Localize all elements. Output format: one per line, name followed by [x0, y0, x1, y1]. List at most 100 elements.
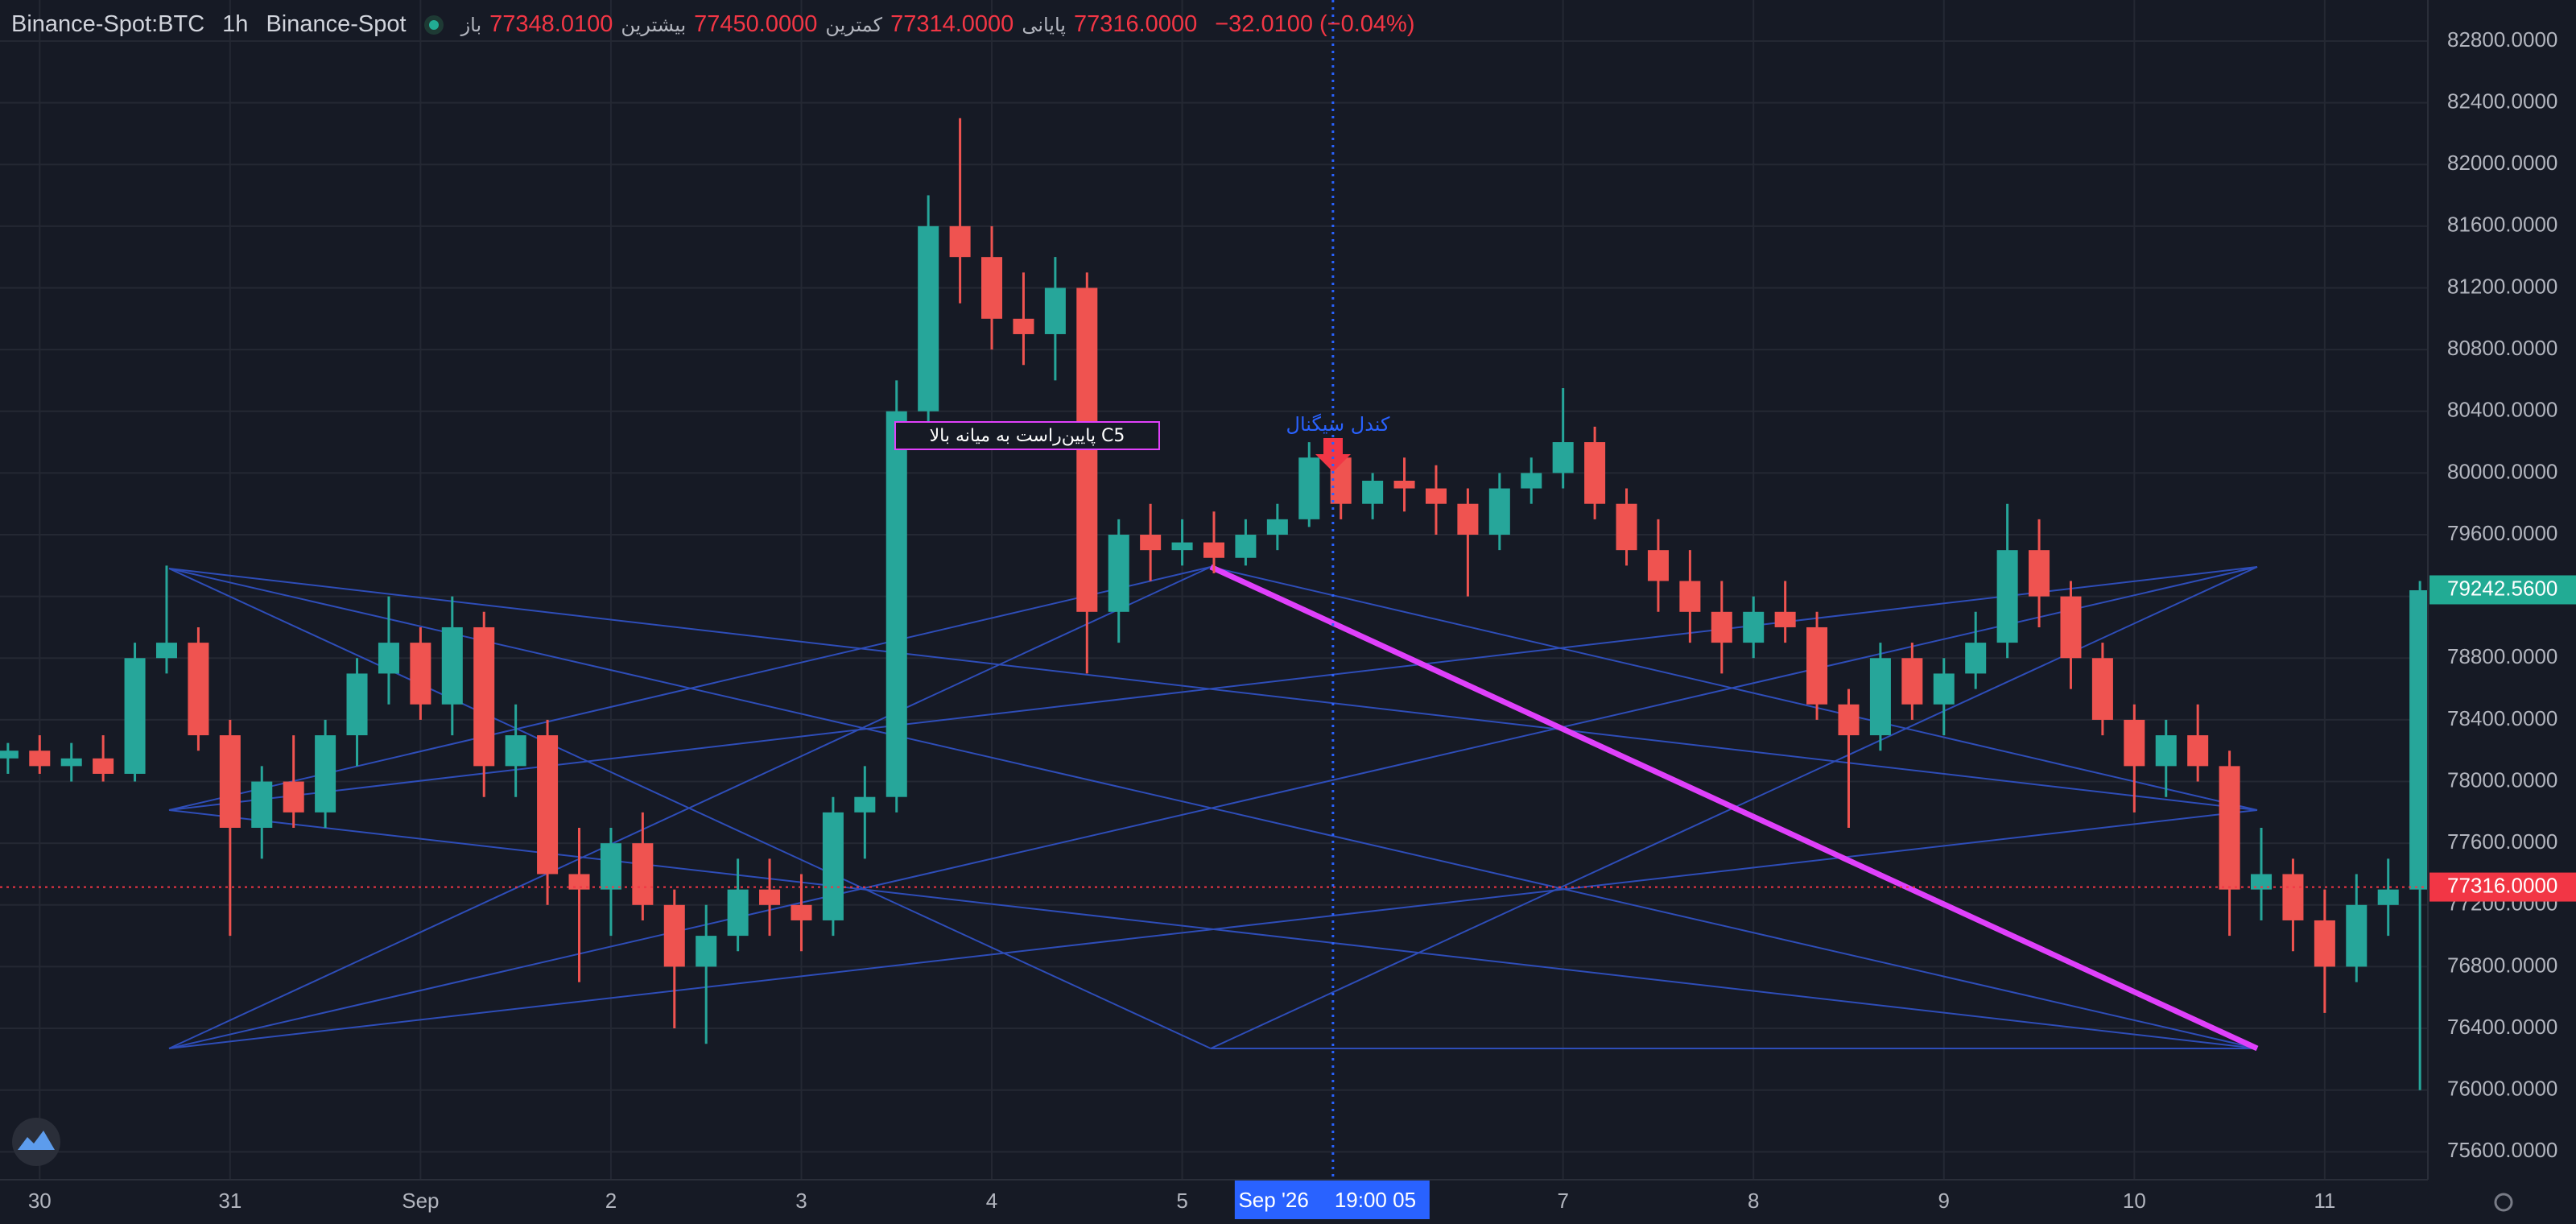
candle-body — [791, 904, 812, 920]
price-label-bg — [2429, 872, 2576, 902]
y-tick-label: 80800.0000 — [2447, 336, 2557, 360]
status-dot — [423, 14, 444, 35]
candle-body — [1235, 535, 1257, 558]
candle-body — [2219, 766, 2240, 890]
candle-body — [1965, 643, 1987, 674]
ohlc-label: بیشترین — [621, 13, 687, 36]
candle-body — [1647, 550, 1669, 581]
y-tick-label: 78800.0000 — [2447, 644, 2557, 668]
pattern-line — [168, 566, 2258, 1049]
y-tick-label: 79600.0000 — [2447, 521, 2557, 545]
y-tick-label: 78000.0000 — [2447, 767, 2557, 792]
candle-body — [2155, 735, 2177, 767]
candle-body — [949, 225, 971, 258]
candle-body — [663, 904, 685, 967]
trend-line — [1209, 564, 2259, 1052]
candle-body — [505, 735, 526, 767]
y-tick-label: 76400.0000 — [2447, 1015, 2557, 1039]
candle-body — [2124, 719, 2145, 767]
crosshair-date: Sep '26 — [1238, 1188, 1308, 1212]
candle-body — [2029, 550, 2050, 597]
candle-body — [1044, 287, 1066, 334]
candle-body — [188, 643, 209, 736]
y-tick-label: 82000.0000 — [2447, 151, 2557, 175]
candle-body — [29, 751, 51, 767]
candle-body — [2251, 874, 2273, 890]
x-tick-label: 9 — [1938, 1189, 1950, 1213]
ohlc-value: 77348.0100 — [489, 11, 613, 37]
candle-body — [2187, 735, 2209, 767]
symbol: Binance-Spot:BTC — [11, 11, 205, 37]
y-tick-label: 76000.0000 — [2447, 1077, 2557, 1101]
y-tick-label: 81600.0000 — [2447, 213, 2557, 237]
candle-body — [93, 758, 114, 774]
annotation-box — [894, 421, 1160, 450]
ohlc-label: کمترین — [825, 13, 883, 36]
candle-body — [1140, 535, 1162, 551]
candle-body — [2377, 889, 2399, 905]
candle-body — [60, 758, 82, 767]
overlay: پایین‌راست به میانه بالا C5 کندل سیگنال — [894, 413, 1391, 472]
candle-body — [1743, 611, 1765, 643]
header: Binance-Spot:BTC 1h Binance-Spot باز 7734… — [11, 11, 1415, 38]
x-tick-label: 7 — [1557, 1189, 1568, 1213]
x-tick-label: 8 — [1748, 1189, 1759, 1213]
y-tick-label: 80400.0000 — [2447, 398, 2557, 422]
candle-body — [2314, 920, 2335, 967]
y-tick-label: 80000.0000 — [2447, 459, 2557, 483]
candles — [0, 118, 2431, 1090]
candle-body — [2282, 874, 2304, 920]
pattern-line — [168, 566, 1212, 811]
settings-icon[interactable] — [2494, 1193, 2513, 1212]
candle-body — [283, 781, 304, 813]
candle-body — [1298, 457, 1320, 519]
ohlc-label: باز — [460, 13, 482, 36]
candle-body — [1996, 550, 2018, 643]
last-price-label: 79242.5600 — [2447, 576, 2557, 600]
candle-body — [568, 874, 590, 890]
last-price-bg — [2429, 575, 2576, 605]
ohlc-label: پایانی — [1022, 13, 1066, 36]
candle-body — [378, 643, 399, 674]
signal-label: کندل سیگنال — [1286, 413, 1391, 436]
candle-body — [315, 735, 336, 813]
candle-body — [696, 936, 717, 967]
drawings — [168, 564, 2259, 1052]
candle-body — [2060, 596, 2082, 659]
candle-body — [1838, 704, 1860, 736]
candle-body — [155, 643, 177, 659]
pattern-line — [168, 809, 2258, 1049]
signal-arrow — [1315, 438, 1351, 472]
crosshair-time: 19:00 05 — [1335, 1188, 1416, 1212]
candle-body — [1425, 488, 1447, 504]
candle-body — [1711, 611, 1732, 643]
candle-body — [727, 889, 749, 937]
change: −32.0100 (−0.04%) — [1215, 11, 1415, 37]
x-tick-label: 4 — [986, 1189, 997, 1213]
candle-body — [918, 225, 939, 411]
ohlc-value: 77316.0000 — [1073, 11, 1198, 37]
candle-body — [632, 843, 654, 905]
candle-body — [1171, 542, 1193, 551]
candle-body — [759, 889, 781, 905]
candle-body — [1901, 658, 1923, 705]
candle-body — [1457, 503, 1479, 536]
candle-body — [600, 843, 621, 890]
candle-body — [886, 411, 907, 797]
candle-body — [346, 673, 368, 736]
candle-body — [1488, 488, 1510, 536]
candle-body — [1203, 542, 1225, 558]
y-tick-label: 82400.0000 — [2447, 89, 2557, 113]
x-tick-label: 30 — [28, 1189, 52, 1213]
pattern-line — [168, 566, 2258, 811]
candle-body — [1393, 480, 1415, 489]
y-tick-label: 75600.0000 — [2447, 1138, 2557, 1162]
candle-body — [2409, 589, 2431, 890]
x-tick-label: Sep — [402, 1189, 439, 1213]
candle-body — [1869, 658, 1891, 736]
x-tick-label: 31 — [218, 1189, 242, 1213]
interval: 1h — [222, 11, 249, 37]
